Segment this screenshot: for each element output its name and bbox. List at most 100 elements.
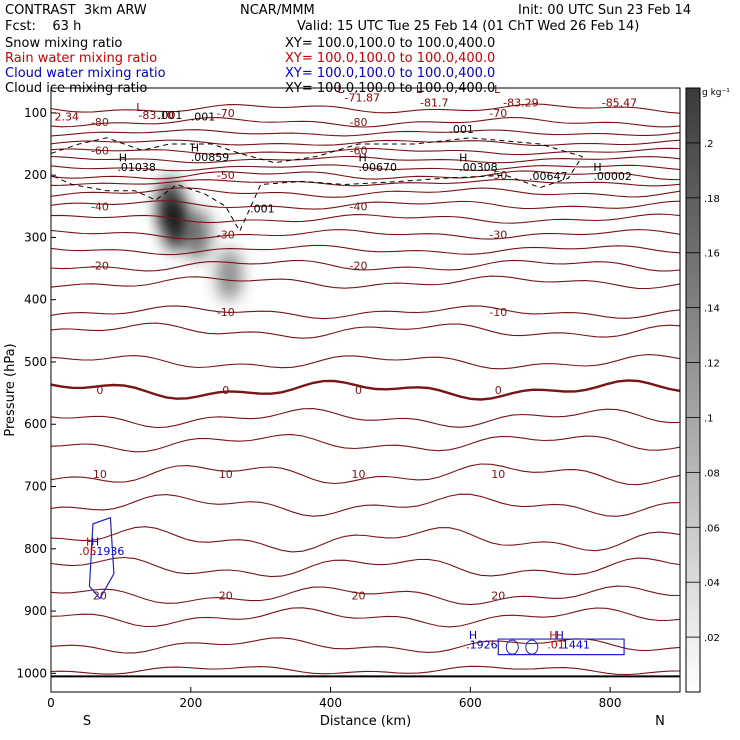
annotation-4: -81.7 [420,97,448,110]
y-tick-label-7: 800 [24,542,47,556]
annotation-11: .001 [191,110,216,123]
isotherm-line-16 [51,305,680,320]
isotherm-label-10-0: 20 [93,589,107,602]
isotherm-label-1-1: -70 [217,107,235,120]
annotation-14: .01038 [117,161,155,174]
annotation-31: H [549,629,557,642]
isotherm-line-13 [51,244,680,256]
field-snow-name: Snow mixing ratio [5,36,123,51]
annotation-26: H [91,536,99,549]
colorbar-label-9: .2 [704,139,714,150]
isotherm-label-5-3: -30 [489,228,507,241]
y-tick-label-1: 200 [24,168,47,182]
isotherm-label-0-0: -80 [91,116,109,129]
plot-frame [50,87,681,693]
isotherm-line-18 [51,354,680,370]
annotation-16: .00859 [191,151,230,164]
annotation-29: H [469,629,477,642]
annotation-32: H [556,629,564,642]
left-end-label: S [83,714,91,729]
isotherm-label-1-3: -70 [489,107,507,120]
isotherm-label-9-3: 10 [491,468,505,481]
snow-maximum-3 [216,248,243,301]
isotherm-line-12 [51,229,680,240]
y-tick-label-0: 100 [24,106,47,120]
isotherm-label-8-2: 0 [355,384,362,397]
isotherm-label-9-2: 10 [352,468,366,481]
isotherm-line-29 [51,665,680,676]
isotherm-label-4-0: -40 [91,200,109,213]
annotation-27: .05 [79,545,97,558]
colorbar-scale [685,87,701,693]
field-cloudwater-xy: XY= 100.0,100.0 to 100.0,400.0 [285,66,496,81]
forecast-hour: Fcst: 63 h [5,19,82,34]
isotherm-line-8 [51,178,680,187]
isotherm-line-2 [51,129,680,137]
annotation-7: L [136,101,143,114]
annotation-15: H [191,142,199,155]
colorbar-label-1: .04 [704,578,720,589]
snow-maximum-2 [184,208,211,261]
cloud-water-cell-2 [525,639,539,655]
isotherm-line-27 [51,607,680,628]
isotherm-line-0 [51,103,680,114]
isotherm-label-2-2: -60 [350,144,368,157]
colorbar-label-0: .02 [704,633,720,644]
isotherm-line-3 [51,139,680,146]
colorbar-label-3: .08 [704,468,720,479]
annotation-18: .00670 [359,161,398,174]
isotherm-line-25 [51,556,680,578]
annotation-22: H [593,161,601,174]
y-tick-label-5: 600 [24,417,47,431]
annotation-33: .01 [547,638,565,651]
x-tick-label-0: 0 [47,696,55,710]
colorbar-label-5: .12 [704,359,720,370]
colorbar-label-2: .06 [704,523,720,534]
y-tick-label-8: 900 [24,604,47,618]
model-title: CONTRAST 3km ARW [5,3,147,18]
isotherm-label-8-3: 0 [495,384,502,397]
isotherm-label-6-0: -20 [91,259,109,272]
annotation-10: .001 [158,109,183,122]
y-tick-label-6: 700 [24,480,47,494]
isotherm-label-6-2: -20 [350,259,368,272]
y-tick-label-4: 500 [24,355,47,369]
annotation-34: .1441 [558,638,590,651]
isotherm-label-7-1: -10 [217,306,235,319]
annotation-5: -83.29 [503,97,538,110]
annotation-9: 2.34 [54,110,79,123]
colorbar-label-4: .1 [704,413,714,424]
annotation-21: .00647 [529,170,568,183]
x-axis-label: Distance (km) [320,714,411,729]
annotation-24: .001 [250,203,275,216]
isotherm-label-8-0: 0 [96,384,103,397]
isotherm-line-1 [51,116,680,128]
isotherm-line-22 [51,463,680,486]
isotherm-line-10 [51,200,680,210]
right-end-label: N [655,714,665,729]
y-tick-label-2: 300 [24,230,47,244]
isotherm-label-10-1: 20 [219,589,233,602]
isotherm-line-14 [51,259,680,272]
annotation-12: .001 [449,123,474,136]
cloud-water-cell-1 [505,639,519,655]
annotation-3: L [494,83,501,96]
isotherm-label-9-0: 10 [93,468,107,481]
isotherm-line-11 [51,213,680,224]
isotherm-line-24 [51,526,680,553]
isotherm-line-15 [51,275,680,290]
isotherm-line-23 [51,493,680,517]
org-label: NCAR/MMM [240,3,315,18]
isotherm-label-0-2: -80 [350,116,368,129]
cloud-water-contour-right [497,638,625,656]
y-tick-label-3: 400 [24,293,47,307]
isotherm-line-7 [51,170,680,181]
annotation-8: -83.10 [138,109,173,122]
isotherm-label-5-1: -30 [217,228,235,241]
colorbar-unit: g kg⁻¹ [702,88,730,98]
valid-time: Valid: 15 UTC Tue 25 Feb 14 (01 ChT Wed … [297,19,640,34]
annotation-30: .1926 [466,638,498,651]
isotherm-line-9 [51,187,680,198]
annotation-0: -71.87 [345,92,380,105]
